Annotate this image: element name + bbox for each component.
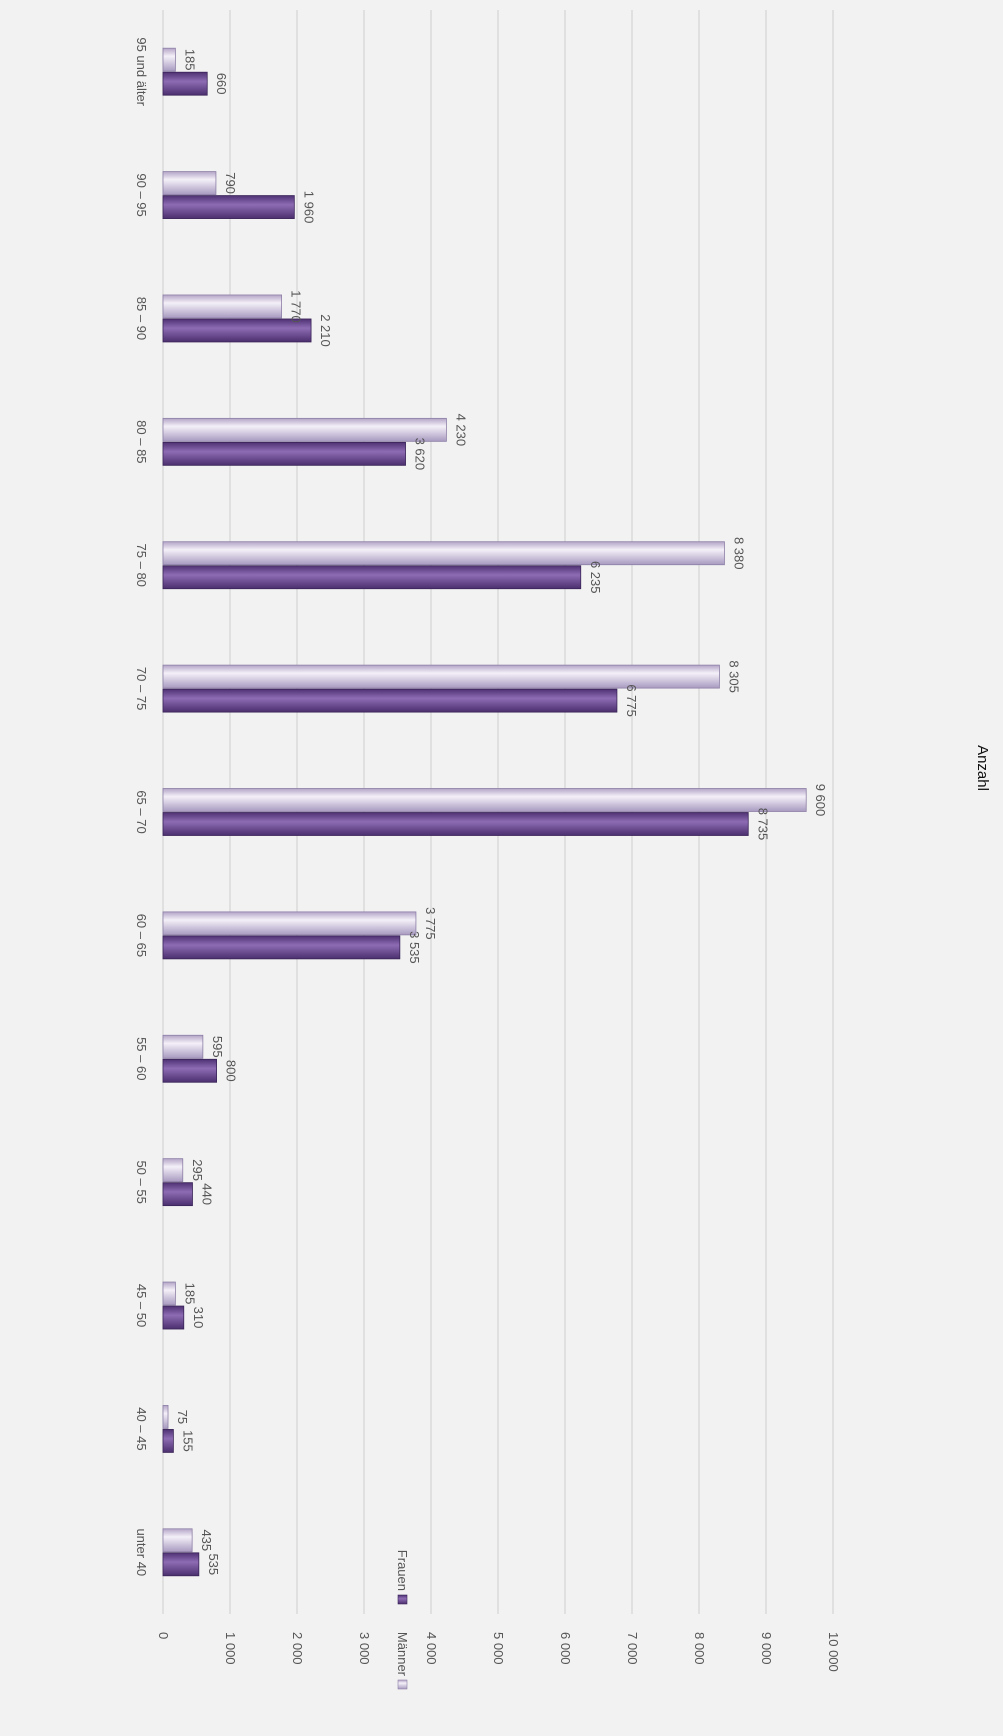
data-label: 8 380 [731, 537, 746, 570]
data-label: 295 [190, 1159, 205, 1181]
data-label: 790 [223, 172, 238, 194]
bar-frauen [162, 565, 582, 590]
x-tick-label: 45 – 50 [134, 1284, 149, 1327]
bar-maenner [162, 1281, 176, 1306]
y-tick-label: 0 [156, 1632, 171, 1639]
data-label: 6 775 [624, 684, 639, 717]
data-label: 435 [199, 1529, 214, 1551]
data-label: 185 [182, 1283, 197, 1305]
bar-maenner [162, 171, 217, 195]
data-label: 310 [191, 1307, 206, 1329]
data-label: 8 735 [755, 808, 770, 841]
bar-frauen [162, 1429, 174, 1453]
data-label: 595 [210, 1036, 225, 1058]
bar-maenner [162, 541, 725, 566]
legend-label: Frauen [395, 1550, 410, 1591]
x-tick-label: 65 – 70 [134, 790, 149, 833]
x-tick-label: 60 – 65 [134, 914, 149, 957]
data-label: 155 [180, 1430, 195, 1452]
y-tick-label: 3 000 [357, 1632, 372, 1665]
y-tick-label: 6 000 [558, 1632, 573, 1665]
bar-maenner [162, 1405, 169, 1429]
bar-frauen [162, 318, 312, 343]
data-label: 6 235 [588, 561, 603, 594]
bar-maenner [162, 47, 176, 72]
data-label: 9 600 [813, 784, 828, 817]
bar-frauen [162, 1182, 193, 1207]
y-tick-label: 1 000 [223, 1632, 238, 1665]
legend-label: Männer [395, 1632, 410, 1677]
y-tick-label: 8 000 [692, 1632, 707, 1665]
x-tick-label: unter 40 [134, 1528, 149, 1576]
data-label: 3 620 [413, 438, 428, 471]
data-label: 2 210 [318, 314, 333, 347]
bar-maenner [162, 1158, 184, 1183]
data-label: 8 305 [726, 660, 741, 693]
x-tick-label: 50 – 55 [134, 1160, 149, 1203]
x-tick-label: 85 – 90 [134, 297, 149, 340]
data-label: 3 535 [407, 931, 422, 964]
bar-frauen [162, 71, 208, 96]
data-label: 1 960 [301, 191, 316, 224]
bar-frauen [162, 688, 618, 713]
y-axis-title: Anzahl [974, 745, 991, 791]
data-label: 535 [206, 1553, 221, 1575]
y-tick-label: 2 000 [290, 1632, 305, 1665]
bar-frauen [162, 441, 406, 466]
bars [162, 47, 807, 1577]
bar-frauen [162, 195, 295, 219]
bar-frauen [162, 1058, 217, 1083]
bar-maenner [162, 788, 807, 812]
data-label: 660 [214, 73, 229, 95]
data-label: 75 [175, 1410, 190, 1424]
y-tick-label: 5 000 [491, 1632, 506, 1665]
tick-labels: 0 1 000 2 000 3 000 4 000 5 000 6 000 7 000 8 00… [134, 37, 841, 1671]
x-tick-label: 75 – 80 [134, 544, 149, 587]
y-tick-label: 9 000 [759, 1632, 774, 1665]
y-tick-label: 7 000 [625, 1632, 640, 1665]
gridlines [162, 10, 834, 1614]
bar-frauen [162, 1305, 185, 1330]
data-label: 185 [182, 49, 197, 71]
bar-maenner [162, 417, 447, 442]
bar-maenner [162, 911, 417, 936]
x-tick-label: 90 – 95 [134, 173, 149, 216]
data-label: 800 [224, 1060, 239, 1082]
x-tick-label: 95 und älter [134, 37, 149, 106]
bar-maenner [162, 294, 282, 319]
data-label: 1 770 [289, 290, 304, 323]
y-tick-label: 10 000 [826, 1632, 841, 1672]
bar-maenner [162, 1528, 193, 1553]
data-labels: 185 660 790 1 960 1 770 2 210 4 230 3 620 8 380 6… [175, 49, 828, 1575]
x-tick-label: 70 – 75 [134, 667, 149, 710]
x-tick-label: 40 – 45 [134, 1407, 149, 1450]
x-tick-label: 80 – 85 [134, 420, 149, 463]
legend-swatch-maenner [397, 1679, 408, 1690]
bar-frauen [162, 935, 401, 960]
bar-frauen [162, 812, 749, 836]
legend: Männer Frauen [395, 1550, 410, 1690]
y-tick-label: 4 000 [424, 1632, 439, 1665]
bar-maenner [162, 664, 720, 689]
data-label: 4 230 [453, 414, 468, 447]
data-label: 440 [199, 1183, 214, 1205]
bar-maenner [162, 1034, 204, 1059]
data-label: 3 775 [423, 907, 438, 940]
x-tick-label: 55 – 60 [134, 1037, 149, 1080]
bar-frauen [162, 1552, 200, 1577]
legend-swatch-frauen [397, 1594, 408, 1605]
